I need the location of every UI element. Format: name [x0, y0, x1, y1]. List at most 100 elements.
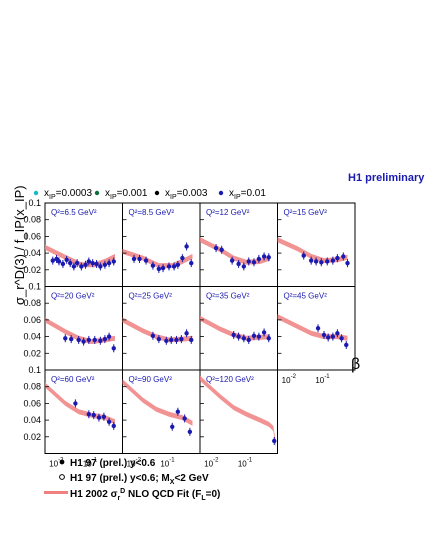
x-tick-label: 10	[238, 460, 247, 469]
data-point	[83, 262, 88, 267]
data-point	[266, 255, 271, 260]
data-point	[246, 337, 251, 343]
panel: Q²=120 GeV²	[199, 369, 278, 454]
xpom-legend-label: xIP=0.001	[105, 188, 148, 201]
data-point	[171, 264, 177, 269]
y-tick-label: 0.08	[23, 382, 41, 392]
data-point	[236, 261, 241, 267]
data-point	[81, 339, 86, 344]
x-tick-exponent: -1	[92, 458, 98, 464]
y-tick-label: 0.08	[23, 215, 41, 225]
data-point	[313, 259, 319, 264]
data-point	[330, 334, 336, 339]
panel-q2-label: Q²=120 GeV²	[206, 375, 254, 384]
data-point	[86, 412, 92, 417]
data-point	[76, 337, 81, 343]
data-point	[67, 260, 73, 266]
data-point	[71, 264, 77, 269]
data-point	[160, 265, 166, 271]
data-point	[308, 258, 314, 263]
data-point	[137, 256, 142, 262]
data-point	[101, 414, 107, 419]
panel-q2-label: Q²=20 GeV²	[51, 292, 95, 301]
legend-marker-open	[59, 474, 65, 480]
data-point	[92, 337, 97, 343]
y-axis-title: σ_r^D(3) / f_IP(x_IP)	[12, 185, 27, 305]
data-point	[179, 336, 184, 342]
panel-q2-label: Q²=15 GeV²	[284, 208, 328, 217]
x-tick-exponent: -2	[213, 458, 219, 464]
x-tick-label: 10	[49, 460, 58, 469]
data-point	[50, 258, 55, 263]
data-point	[246, 259, 251, 264]
data-point	[74, 260, 80, 266]
legend-marker	[94, 190, 100, 196]
y-tick-label: 0.02	[23, 432, 41, 442]
panel-frame	[277, 286, 356, 371]
data-point	[325, 335, 331, 340]
y-axis-label: σ_r^D(3) / f_IP(x_IP)	[12, 185, 27, 305]
data-point	[111, 259, 116, 264]
data-point	[98, 338, 103, 343]
data-point	[94, 261, 99, 267]
data-point	[256, 334, 262, 339]
data-point	[251, 333, 257, 338]
data-point	[182, 416, 187, 421]
x-tick-exponent: -2	[136, 458, 142, 464]
panel-q2-label: Q²=25 GeV²	[129, 292, 173, 301]
bottom-legend-item: H1 97 (prel.) y<0.6	[59, 458, 156, 469]
data-point	[184, 331, 189, 336]
data-point	[180, 255, 185, 261]
y-tick-label: 0.02	[23, 265, 41, 275]
data-point	[63, 336, 68, 341]
data-point	[69, 336, 74, 342]
x-axis-label: β	[351, 356, 360, 373]
data-point	[106, 260, 112, 266]
y-tick-label: 0.04	[23, 248, 41, 258]
bottom-legend-label: H1 97 (prel.) y<0.6; MX<2 GeV	[70, 473, 209, 486]
x-tick-exponent: -2	[291, 374, 297, 380]
data-point	[344, 342, 349, 348]
data-point	[256, 256, 262, 262]
qcd-fit-band	[200, 375, 276, 448]
panel: Q²=15 GeV²	[277, 202, 356, 287]
panel-frame	[199, 369, 278, 454]
panel-q2-label: Q²=45 GeV²	[284, 292, 328, 301]
qcd-fit-band	[122, 379, 193, 426]
data-point	[106, 419, 112, 424]
data-point	[213, 245, 219, 251]
data-point	[272, 438, 277, 444]
data-point	[111, 346, 116, 351]
data-point	[231, 332, 236, 338]
data-point	[325, 259, 330, 264]
data-point	[219, 247, 224, 252]
x-tick-label: 10	[315, 376, 324, 385]
data-point	[60, 261, 66, 267]
panel: Q²=8.5 GeV²	[122, 202, 201, 287]
data-point	[169, 337, 174, 343]
qcd-fit-band	[45, 244, 115, 268]
bottom-legend-label: H1 97 (prel.) y<0.6	[70, 458, 156, 469]
y-tick-label: 0.06	[23, 398, 41, 408]
data-point	[189, 260, 194, 266]
data-point	[261, 330, 267, 335]
panel: Q²=35 GeV²	[199, 286, 278, 371]
data-point	[79, 264, 84, 269]
data-point	[301, 253, 306, 258]
y-tick-label: 0.02	[23, 348, 41, 358]
data-point	[187, 429, 193, 434]
panel-q2-label: Q²=90 GeV²	[129, 375, 173, 384]
data-point	[90, 260, 95, 266]
panel: Q²=90 GeV²	[122, 369, 201, 454]
data-point	[236, 334, 241, 339]
qcd-fit-band	[45, 382, 115, 425]
bottom-legend: H1 97 (prel.) y<0.6 H1 97 (prel.) y<0.6; …	[44, 458, 220, 502]
panel-q2-label: Q²=6.5 GeV²	[51, 208, 97, 217]
xpom-legend-item: xIP=0.0003	[33, 188, 92, 201]
data-point	[102, 336, 108, 342]
xpom-legend-label: xIP=0.003	[165, 188, 208, 201]
xpom-legend-item: xIP=0.003	[154, 188, 208, 201]
data-point	[73, 401, 78, 406]
